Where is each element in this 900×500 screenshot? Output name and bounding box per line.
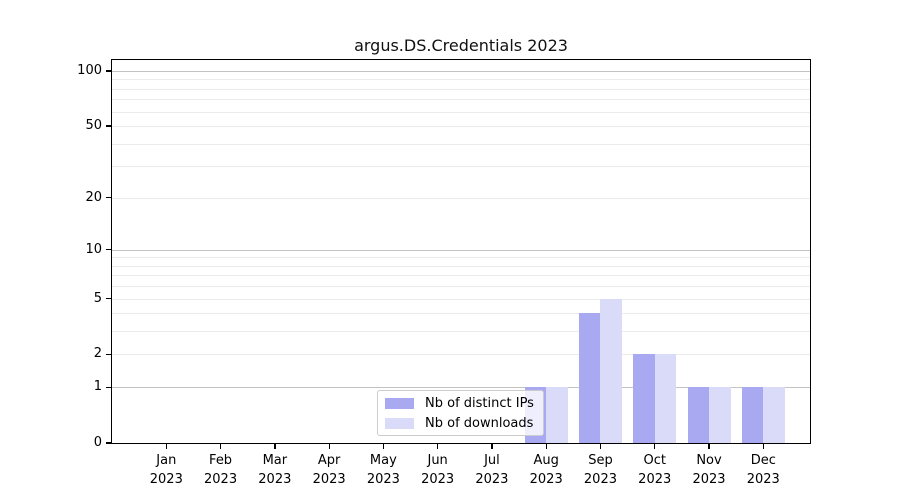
- y-tick-label-50: 50: [85, 118, 102, 134]
- x-tick-label-sep: Sep 2023: [583, 453, 617, 487]
- bar-oct-downloads: [654, 354, 677, 443]
- x-tick-mark-oct: [654, 444, 656, 449]
- x-tick-label-may: May 2023: [366, 453, 400, 487]
- y-tick-mark-50: [106, 125, 111, 127]
- bar-dec-distinct-ips: [741, 387, 764, 443]
- y-tick-label-100: 100: [77, 63, 102, 78]
- gridline-30: [112, 166, 810, 168]
- y-tick-label-10: 10: [85, 241, 102, 257]
- x-tick-mark-apr: [328, 444, 330, 449]
- legend-label-downloads: Nb of downloads: [425, 415, 534, 431]
- x-tick-label-feb: Feb 2023: [204, 453, 238, 487]
- y-tick-mark-1: [106, 386, 111, 388]
- x-tick-mark-jul: [491, 444, 493, 449]
- x-tick-mark-nov: [708, 444, 710, 449]
- y-tick-mark-0: [106, 442, 111, 444]
- x-tick-label-apr: Apr 2023: [312, 453, 346, 487]
- gridline-5: [112, 298, 810, 300]
- y-tick-mark-100: [106, 70, 111, 72]
- x-tick-mark-feb: [219, 444, 222, 449]
- y-tick-label-5: 5: [93, 290, 102, 306]
- x-tick-mark-mar: [274, 444, 276, 449]
- gridline-20: [112, 197, 810, 199]
- y-tick-mark-20: [106, 196, 111, 199]
- x-tick-label-jul: Jul 2023: [475, 453, 509, 487]
- gridline-100: [112, 71, 810, 72]
- legend-item-downloads: Nb of downloads: [385, 416, 535, 431]
- y-tick-label-20: 20: [85, 189, 102, 205]
- gridline-4: [112, 313, 810, 315]
- x-tick-label-oct: Oct 2023: [638, 453, 672, 487]
- chart-title: argus.DS.Credentials 2023: [354, 36, 568, 55]
- x-tick-label-dec: Dec 2023: [746, 453, 780, 487]
- gridline-9: [112, 257, 810, 259]
- x-tick-label-jan: Jan 2023: [149, 453, 183, 487]
- x-tick-label-mar: Mar 2023: [258, 453, 292, 487]
- gridline-6: [112, 286, 810, 288]
- legend-label-distinct-ips: Nb of distinct IPs: [425, 395, 534, 411]
- x-tick-mark-aug: [545, 444, 547, 449]
- gridline-10: [112, 249, 810, 251]
- bar-nov-downloads: [709, 387, 731, 443]
- gridline-50: [112, 126, 810, 128]
- legend: Nb of distinct IPs Nb of downloads: [377, 390, 544, 436]
- plot-area: [112, 60, 810, 443]
- gridline-40: [112, 143, 810, 145]
- gridline-7: [112, 275, 810, 277]
- bar-oct-distinct-ips: [633, 354, 655, 443]
- y-tick-label-2: 2: [93, 346, 102, 362]
- x-tick-mark-jan: [165, 444, 167, 449]
- bar-nov-distinct-ips: [687, 387, 709, 443]
- x-tick-mark-dec: [762, 444, 764, 449]
- y-tick-mark-2: [106, 353, 111, 356]
- gridline-90: [112, 79, 810, 81]
- y-tick-label-1: 1: [93, 379, 102, 395]
- y-tick-mark-5: [106, 297, 111, 300]
- legend-swatch-distinct-ips: [385, 397, 414, 409]
- x-tick-label-jun: Jun 2023: [421, 453, 455, 487]
- gridline-1: [112, 387, 810, 389]
- legend-item-distinct-ips: Nb of distinct IPs: [385, 396, 535, 411]
- bar-sep-distinct-ips: [578, 313, 601, 443]
- legend-swatch-downloads: [385, 417, 414, 429]
- gridline-2: [112, 354, 810, 356]
- x-tick-label-nov: Nov 2023: [692, 453, 726, 487]
- y-tick-mark-10: [106, 249, 111, 251]
- bar-sep-downloads: [600, 298, 622, 443]
- bar-dec-downloads: [763, 387, 785, 443]
- x-tick-mark-sep: [599, 444, 602, 449]
- gridline-60: [112, 111, 810, 113]
- gridline-70: [112, 99, 810, 101]
- bar-aug-downloads: [546, 387, 568, 443]
- gridline-3: [112, 331, 810, 333]
- gridline-8: [112, 265, 810, 267]
- y-tick-label-0: 0: [93, 435, 102, 450]
- x-tick-label-aug: Aug 2023: [529, 453, 563, 487]
- x-tick-mark-may: [382, 444, 385, 449]
- gridline-80: [112, 88, 810, 90]
- x-tick-mark-jun: [437, 444, 439, 449]
